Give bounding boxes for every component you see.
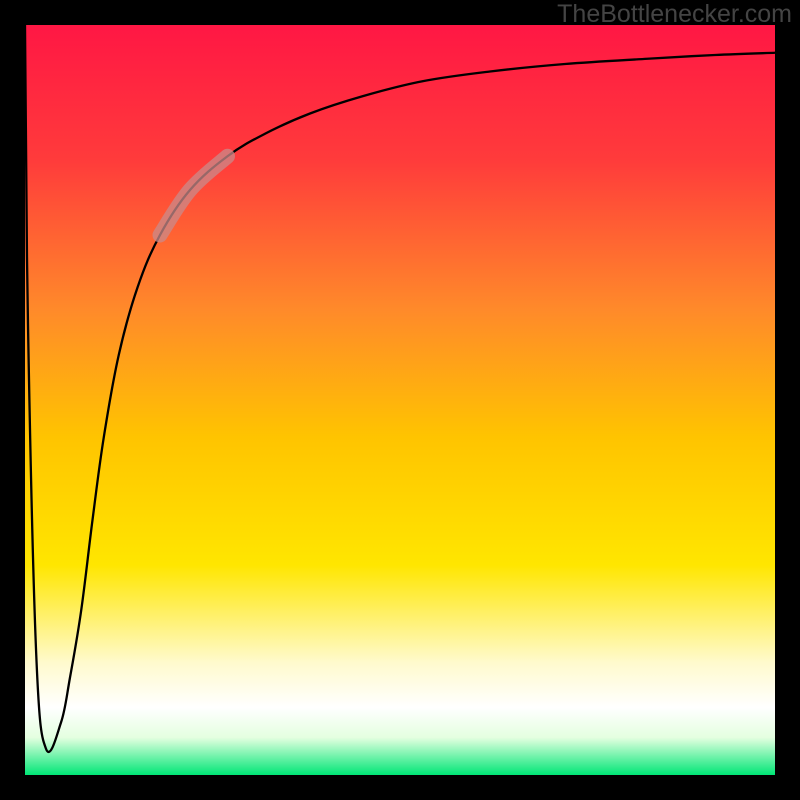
plot-background <box>25 25 775 775</box>
chart-container: TheBottlenecker.com <box>0 0 800 800</box>
bottleneck-chart <box>0 0 800 800</box>
